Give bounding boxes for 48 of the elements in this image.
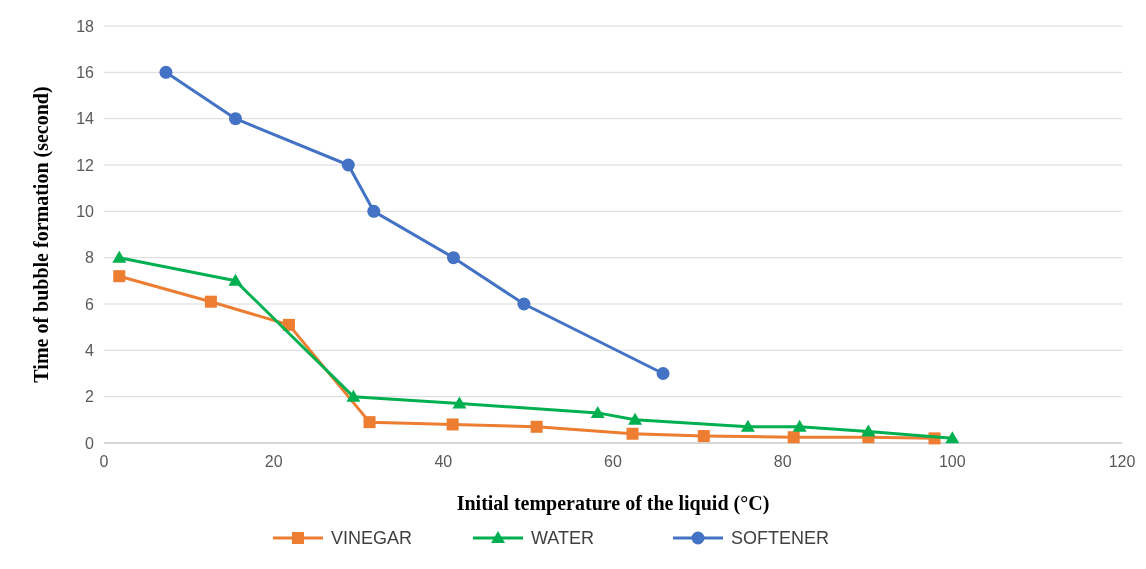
point: [363, 416, 376, 429]
point: [447, 251, 461, 265]
point: [367, 204, 381, 218]
point: [517, 297, 531, 311]
point: [590, 405, 605, 418]
y-tick-label: 16: [76, 63, 95, 81]
x-tick-label: 20: [264, 453, 283, 470]
point: [446, 418, 459, 431]
legend-label: VINEGAR: [331, 528, 413, 549]
y-tick-label: 12: [76, 156, 95, 174]
y-tick-label: 8: [85, 249, 95, 267]
point: [656, 367, 670, 380]
point: [346, 389, 361, 402]
point: [228, 112, 242, 126]
y-tick-label: 14: [76, 110, 95, 128]
x-tick-label: 40: [434, 453, 453, 470]
legend-label: SOFTENER: [731, 528, 830, 549]
point: [530, 420, 543, 433]
y-tick-label: 6: [85, 295, 95, 313]
x-tick-label: 80: [773, 453, 792, 470]
y-tick-label: 4: [85, 341, 95, 359]
y-axis-title: Time of bubble formation (second): [30, 86, 53, 383]
x-tick-label: 60: [604, 453, 622, 470]
point: [628, 412, 643, 425]
x-axis-title: Initial temperature of the liquid (°C): [456, 492, 770, 515]
point: [204, 295, 217, 308]
y-tick-label: 2: [85, 388, 95, 406]
point: [626, 427, 639, 440]
point: [282, 318, 295, 331]
y-tick-label: 18: [76, 17, 95, 35]
point: [861, 424, 876, 437]
point: [787, 431, 800, 444]
point: [740, 419, 755, 432]
point: [341, 158, 355, 172]
point: [228, 273, 243, 286]
x-tick-label: 0: [99, 453, 109, 470]
point: [113, 270, 126, 283]
point: [945, 431, 960, 444]
point: [112, 250, 127, 263]
point: [792, 419, 807, 432]
point: [452, 396, 467, 409]
legend-label: WATER: [531, 528, 594, 549]
y-tick-label: 10: [76, 202, 95, 220]
point: [159, 65, 173, 79]
y-tick-label: 0: [85, 434, 95, 452]
x-tick-label: 120: [1108, 453, 1136, 470]
x-tick-label: 100: [938, 453, 966, 470]
point: [697, 430, 710, 443]
